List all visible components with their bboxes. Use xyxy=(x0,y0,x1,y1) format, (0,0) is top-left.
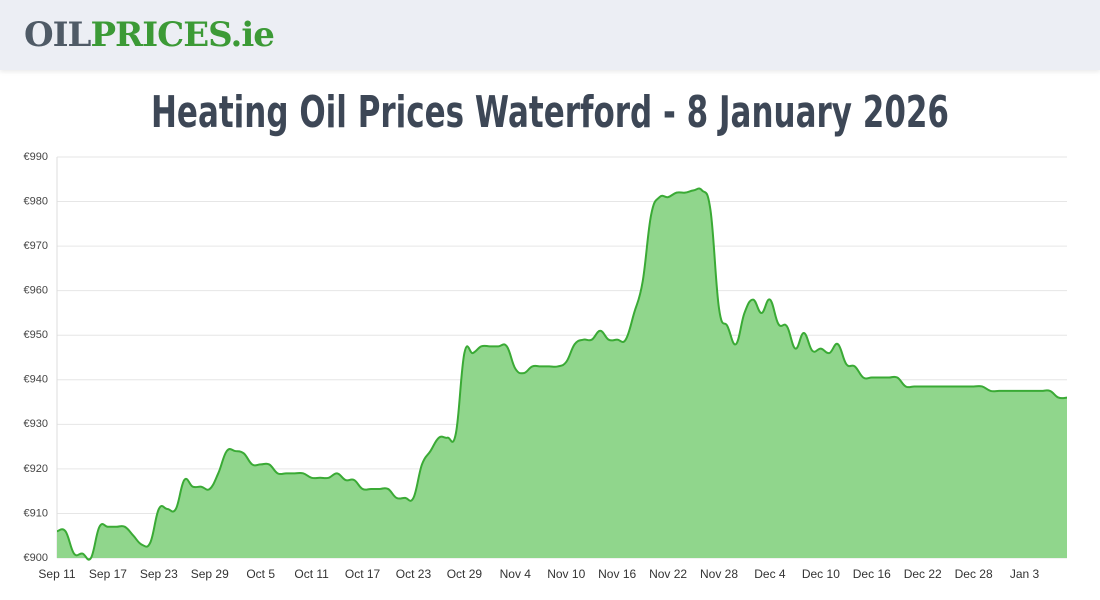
x-tick-label: Dec 22 xyxy=(904,567,942,581)
x-tick-label: Nov 28 xyxy=(700,567,738,581)
y-tick-label: €970 xyxy=(24,240,48,252)
x-tick-label: Dec 4 xyxy=(754,567,786,581)
logo[interactable]: OILPRICES.ie xyxy=(24,15,275,55)
y-tick-label: €950 xyxy=(24,329,48,341)
header: OILPRICES.ie xyxy=(0,0,1100,70)
x-tick-label: Nov 10 xyxy=(547,567,585,581)
x-tick-label: Dec 28 xyxy=(955,567,993,581)
chart-title: Heating Oil Prices Waterford - 8 January… xyxy=(151,87,949,138)
x-tick-label: Oct 5 xyxy=(246,567,275,581)
y-tick-label: €940 xyxy=(24,374,48,386)
y-tick-label: €920 xyxy=(24,463,48,475)
logo-right: PRICES.ie xyxy=(90,15,274,55)
x-tick-label: Sep 23 xyxy=(140,567,178,581)
y-tick-label: €930 xyxy=(24,418,48,430)
y-tick-label: €980 xyxy=(24,195,48,207)
x-tick-label: Nov 16 xyxy=(598,567,636,581)
x-tick-label: Jan 3 xyxy=(1010,567,1040,581)
x-tick-label: Oct 29 xyxy=(447,567,483,581)
price-line xyxy=(56,187,1068,561)
x-tick-label: Sep 11 xyxy=(38,567,75,581)
y-tick-label: €910 xyxy=(24,507,48,519)
y-tick-label: €900 xyxy=(24,552,48,564)
x-tick-label: Oct 23 xyxy=(396,567,432,581)
x-tick-label: Sep 29 xyxy=(191,567,229,581)
x-tick-label: Sep 17 xyxy=(89,567,127,581)
x-tick-label: Nov 4 xyxy=(500,567,532,581)
x-tick-label: Dec 10 xyxy=(802,567,840,581)
x-tick-label: Dec 16 xyxy=(853,567,891,581)
x-tick-label: Nov 22 xyxy=(649,567,687,581)
area-fill xyxy=(57,188,1067,560)
y-tick-label: €960 xyxy=(24,285,48,297)
logo-left: OIL xyxy=(24,15,91,55)
x-tick-label: Oct 17 xyxy=(345,567,381,581)
x-tick-label: Oct 11 xyxy=(294,567,329,581)
y-tick-label: €990 xyxy=(24,151,48,163)
